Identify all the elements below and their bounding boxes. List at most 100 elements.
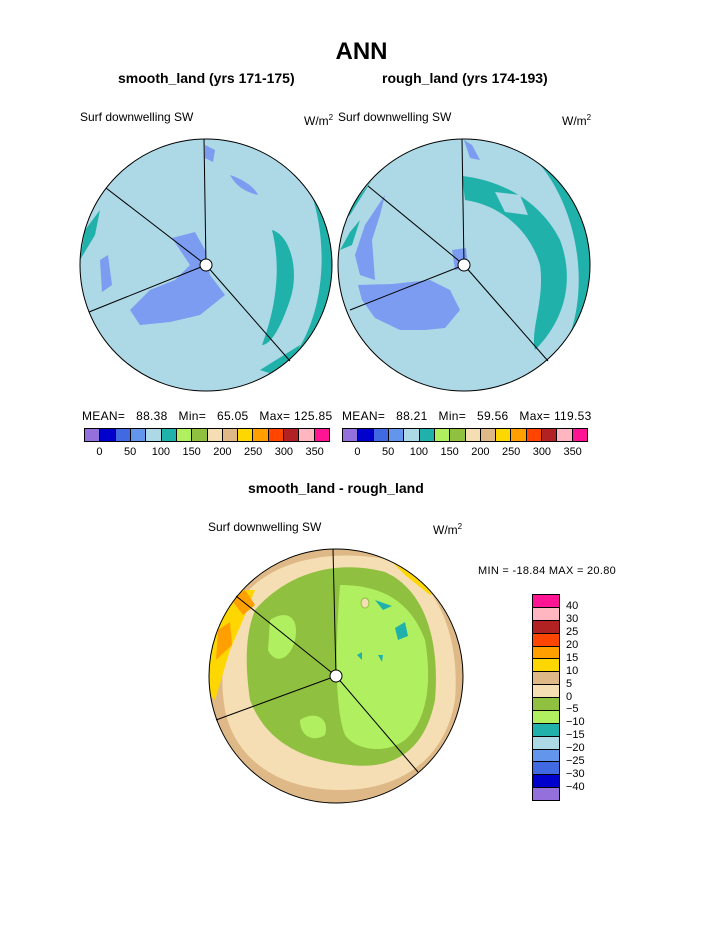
diff-colorbar-swatch [533,659,559,673]
colorbar-swatch [100,429,116,441]
colorbar-swatch [343,429,359,441]
diff-colorbar-label: −5 [566,703,579,716]
colorbar-swatch [115,429,131,441]
colorbar-tick-label: 100 [409,446,429,458]
diff-colorbar-label: −20 [566,742,585,755]
diff-colorbar [532,594,560,801]
diff-colorbar-label: −10 [566,716,585,729]
diff-colorbar-label: 30 [566,612,579,625]
diff-colorbar-label: 40 [566,599,579,612]
colorbar-swatch [511,429,527,441]
diff-colorbar-swatch [533,788,559,800]
right-panel-title: rough_land (yrs 174-193) [382,70,548,86]
right-stats: MEAN= 88.21 Min= 59.56 Max= 119.53 [342,409,592,423]
left-colorbar [84,428,330,442]
colorbar-swatch [373,429,389,441]
diff-colorbar-swatch [533,710,559,724]
colorbar-swatch [130,429,147,441]
colorbar-swatch [557,429,573,441]
right-units-label: W/m2 [562,113,592,128]
diff-colorbar-swatch [533,775,559,789]
colorbar-swatch [284,429,300,441]
colorbar-swatch [388,429,405,441]
diff-colorbar-label: −30 [566,768,585,781]
diff-colorbar-swatch [533,723,559,737]
diff-variable-label: Surf downwelling SW [208,520,322,534]
diff-colorbar-label: 10 [566,664,579,677]
colorbar-swatch [268,429,285,441]
colorbar-tick-label: 100 [151,446,171,458]
colorbar-swatch [480,429,497,441]
colorbar-tick-label: 150 [440,446,459,458]
colorbar-tick-label: 50 [382,446,395,458]
colorbar-swatch [161,429,177,441]
left-panel-title: smooth_land (yrs 171-175) [118,70,295,86]
colorbar-swatch [85,429,101,441]
diff-colorbar-swatch [533,749,559,763]
left-units-label: W/m2 [304,113,334,128]
colorbar-swatch [314,429,329,441]
colorbar-swatch [299,429,315,441]
colorbar-tick-label: 300 [274,446,294,458]
diff-colorbar-label: 15 [566,651,579,664]
colorbar-swatch [572,429,587,441]
right-colorbar [342,428,588,442]
main-title: ANN [335,38,388,65]
diff-colorbar-swatch [533,607,559,621]
colorbar-tick-label: 200 [213,446,232,458]
diff-panel-title: smooth_land - rough_land [248,480,424,496]
diff-colorbar-label: 20 [566,638,579,651]
colorbar-tick-label: 300 [532,446,552,458]
colorbar-swatch [404,429,420,441]
colorbar-tick-label: 250 [501,446,521,458]
colorbar-tick-label: 200 [471,446,490,458]
diff-colorbar-swatch [533,736,559,750]
diff-colorbar-label: 0 [566,690,573,703]
colorbar-swatch [450,429,466,441]
colorbar-tick-label: 350 [563,446,582,458]
colorbar-swatch [192,429,208,441]
left-colorbar-ticks: 0 50 100 150 200 250 300 350 [84,446,330,460]
diff-colorbar-swatch [533,595,559,608]
colorbar-tick-label: 250 [243,446,263,458]
right-colorbar-ticks: 0 50 100 150 200 250 300 350 [342,446,588,460]
colorbar-swatch [222,429,239,441]
colorbar-swatch [253,429,269,441]
colorbar-tick-label: 150 [182,446,201,458]
colorbar-swatch [358,429,374,441]
colorbar-swatch [496,429,512,441]
colorbar-swatch [238,429,254,441]
diff-colorbar-swatch [533,633,559,647]
diff-units-label: W/m2 [433,522,463,537]
diff-colorbar-label: 25 [566,625,579,638]
diff-colorbar-label: 5 [566,677,573,690]
diff-colorbar-swatch [533,762,559,776]
colorbar-swatch [419,429,435,441]
colorbar-tick-label: 350 [305,446,324,458]
diff-colorbar-labels: 40 30 25 20 15 10 5 0 −5 −10 −15 −20 −25 −30 −40 [566,594,606,801]
colorbar-swatch [526,429,543,441]
colorbar-swatch [207,429,223,441]
colorbar-tick-label: 50 [124,446,137,458]
colorbar-tick-label: 0 [354,446,361,458]
diff-colorbar-label: −25 [566,755,585,768]
diff-colorbar-swatch [533,620,559,634]
diff-colorbar-swatch [533,698,559,711]
left-variable-label: Surf downwelling SW [80,110,194,124]
colorbar-swatch [542,429,558,441]
diff-colorbar-swatch [533,672,559,686]
diff-colorbar-swatch [533,646,559,660]
colorbar-swatch [176,429,193,441]
diff-colorbar-label: −15 [566,729,585,742]
left-stats: MEAN= 88.38 Min= 65.05 Max= 125.85 [82,409,333,423]
diff-colorbar-label: −40 [566,781,585,794]
diff-colorbar-swatch [533,685,559,698]
colorbar-swatch [146,429,162,441]
diff-min-max: MIN = -18.84 MAX = 20.80 [478,565,617,577]
colorbar-swatch [465,429,481,441]
right-variable-label: Surf downwelling SW [338,110,452,124]
colorbar-tick-label: 0 [96,446,103,458]
